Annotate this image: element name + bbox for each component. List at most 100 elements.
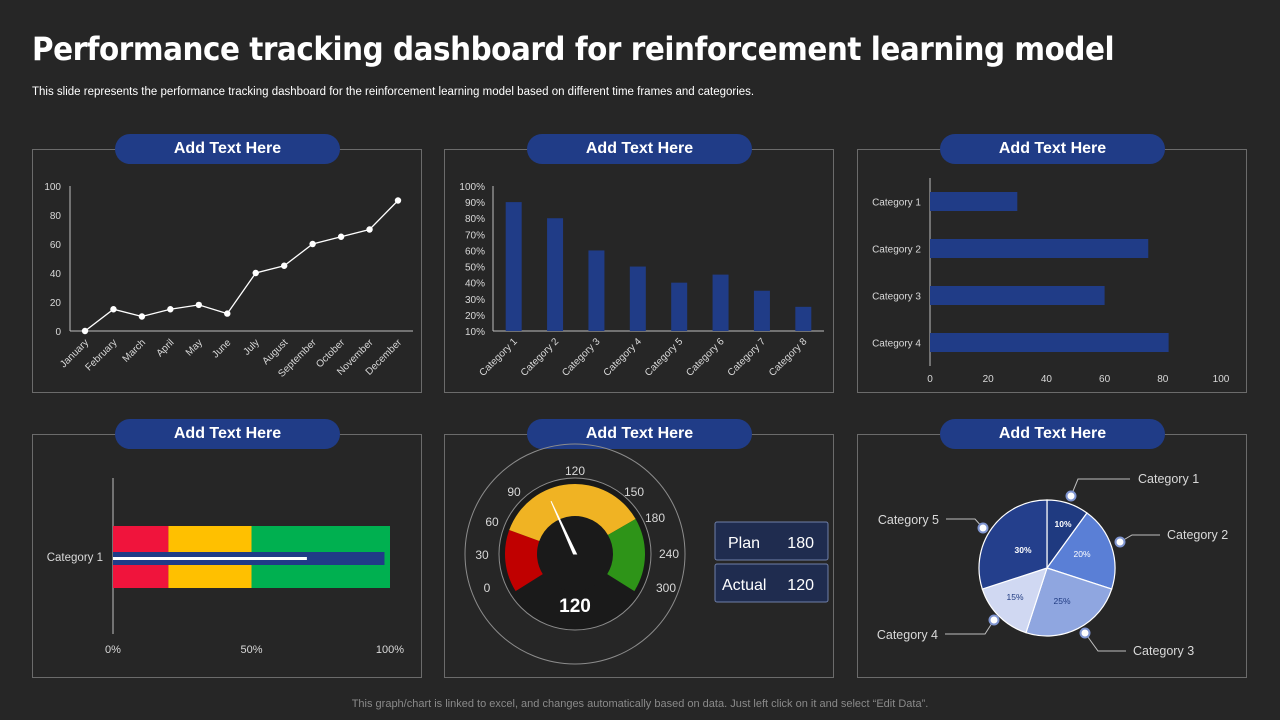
column-chart-x-tick: Category 1 — [477, 336, 520, 379]
gauge-tick-label: 90 — [507, 485, 521, 499]
gauge-tick-label: 240 — [659, 547, 679, 561]
hbar-chart-x-tick: 0 — [927, 374, 933, 385]
pie-category-label: Category 4 — [877, 628, 938, 642]
column-chart-x-tick: Category 2 — [519, 336, 562, 379]
gauge-value-label: 120 — [559, 596, 591, 617]
pie-slice — [1046, 512, 1116, 590]
column-chart-bar — [671, 282, 688, 331]
column-chart-bar — [712, 274, 729, 331]
column-chart-bar — [505, 202, 522, 331]
line-chart-y-tick: 100 — [44, 182, 61, 193]
pie-callout-dot — [1065, 490, 1077, 502]
line-chart-point — [224, 310, 231, 317]
line-chart-y-tick: 80 — [50, 211, 62, 222]
column-chart-bar — [795, 306, 812, 331]
pie-callout-dot — [977, 522, 989, 534]
column-chart-bar — [753, 290, 770, 331]
line-chart-series — [84, 200, 399, 332]
gauge-band-green — [607, 519, 645, 592]
hbar-chart-x-tick: 60 — [1099, 374, 1111, 385]
hbar-chart-y-tick: Category 4 — [872, 339, 921, 350]
hbar-chart-y-tick: Category 3 — [872, 292, 921, 303]
gauge-tick-label: 30 — [475, 548, 489, 562]
actual-box — [714, 563, 829, 603]
line-chart-point — [81, 327, 89, 335]
hbar-chart-y-tick: Category 2 — [872, 245, 921, 256]
bullet-chart-category-label: Category 1 — [47, 552, 103, 564]
line-chart-point — [394, 197, 402, 204]
line-chart-point — [309, 240, 316, 248]
gauge-outer-ring — [464, 443, 686, 665]
column-chart-x-tick: Category 3 — [560, 336, 603, 379]
pie-category-label: Category 1 — [1138, 472, 1199, 486]
hbar-chart-x-tick: 40 — [1041, 374, 1053, 385]
gauge-band-yellow — [509, 484, 636, 542]
hbar-chart-y-tick: Category 1 — [872, 198, 921, 209]
column-chart-y-tick: 10% — [465, 327, 485, 338]
bullet-chart-x-tick: 50% — [240, 644, 262, 656]
column-chart-y-tick: 70% — [465, 230, 485, 241]
pie-callout-dot — [1114, 536, 1126, 548]
column-chart-bar — [547, 218, 564, 331]
gauge-tick-label: 300 — [656, 581, 676, 595]
column-chart-x-tick: Category 4 — [602, 336, 645, 379]
pie-category-label: Category 3 — [1133, 644, 1194, 658]
pie-category-label: Category 5 — [878, 513, 939, 527]
pie-callout-line — [946, 518, 984, 529]
page-title: Performance tracking dashboard for reinf… — [32, 30, 1115, 68]
panel-heading-4: Add Text Here — [115, 419, 340, 449]
pie-percent-label: 10% — [1054, 519, 1071, 529]
line-chart-point — [167, 306, 174, 313]
column-chart-x-tick: Category 8 — [767, 336, 810, 379]
line-chart-point — [337, 233, 345, 240]
gauge-band-red — [505, 530, 543, 592]
line-chart-point — [110, 306, 117, 313]
column-chart-y-tick: 60% — [465, 246, 485, 257]
bullet-chart-x-tick: 100% — [376, 644, 404, 656]
column-chart-bar — [629, 266, 646, 331]
column-chart-bar — [588, 250, 605, 331]
hbar-chart-bar — [930, 286, 1105, 305]
line-chart-x-tick: July — [241, 337, 261, 357]
plan-label: Plan — [728, 535, 760, 552]
bullet-chart-target-bar — [113, 557, 307, 560]
hbar-chart-bar — [930, 192, 1018, 211]
footer-note: This graph/chart is linked to excel, and… — [351, 698, 929, 710]
gauge-needle — [550, 500, 578, 555]
column-chart-y-tick: 80% — [465, 214, 485, 225]
column-chart-y-tick: 100% — [459, 182, 485, 193]
gauge-tick-label: 180 — [645, 511, 665, 525]
pie-category-label: Category 2 — [1167, 528, 1228, 542]
line-chart-point — [138, 313, 146, 320]
line-chart-y-tick: 40 — [50, 269, 62, 280]
line-chart-x-tick: February — [84, 337, 120, 373]
plan-value: 180 — [787, 535, 814, 552]
panel-heading-1: Add Text Here — [115, 134, 340, 164]
plan-box — [714, 521, 829, 561]
hbar-chart-x-tick: 20 — [983, 374, 995, 385]
hbar-chart-bar — [930, 333, 1169, 352]
pie-callout-dot — [988, 614, 1000, 626]
column-chart-y-tick: 50% — [465, 263, 485, 274]
column-chart-y-tick: 40% — [465, 279, 485, 290]
line-chart-point — [280, 262, 288, 269]
pie-slice — [978, 499, 1048, 590]
actual-label: Actual — [722, 577, 766, 594]
actual-value: 120 — [787, 577, 814, 594]
hbar-chart-x-tick: 80 — [1157, 374, 1169, 385]
line-chart-y-tick: 20 — [50, 298, 62, 309]
pie-callout-line — [1119, 534, 1160, 543]
pie-callout-line — [1070, 478, 1130, 497]
panel-heading-3: Add Text Here — [940, 134, 1165, 164]
panel-heading-2: Add Text Here — [527, 134, 752, 164]
column-chart-x-tick: Category 7 — [726, 336, 769, 379]
line-chart-point — [252, 269, 259, 277]
page-subtitle: This slide represents the performance tr… — [32, 86, 755, 98]
line-chart-x-tick: April — [155, 337, 177, 359]
gauge-tick-label: 60 — [485, 515, 499, 529]
pie-percent-label: 15% — [1006, 592, 1023, 602]
pie-callout-line — [1084, 632, 1126, 652]
line-chart-point — [195, 301, 203, 309]
column-chart-y-tick: 20% — [465, 311, 485, 322]
